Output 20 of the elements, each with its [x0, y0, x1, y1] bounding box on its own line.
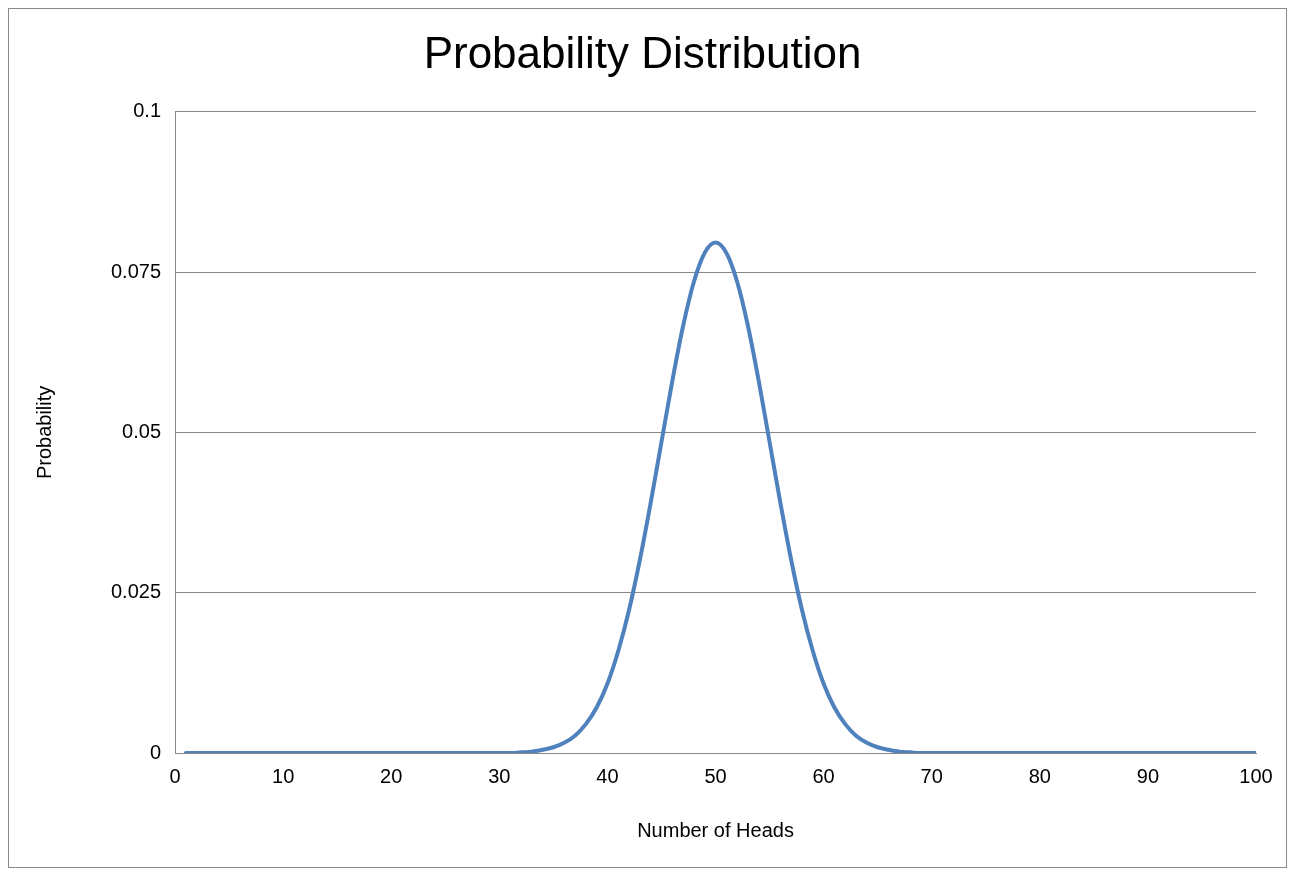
chart-title: Probability Distribution [423, 27, 862, 77]
x-tick-label: 20 [380, 764, 403, 787]
y-axis-title: Probability [32, 385, 55, 480]
x-tick-label: 80 [1028, 764, 1051, 787]
line-series [183, 240, 1256, 753]
x-tick-label: 50 [704, 764, 727, 787]
y-tick-label: 0.075 [110, 259, 162, 282]
y-tick-label: 0.025 [110, 580, 162, 603]
x-tick-label: 60 [812, 764, 835, 787]
x-axis-title: Number of Heads [637, 818, 794, 841]
x-tick-label: 10 [272, 764, 295, 787]
y-tick-label: 0 [149, 740, 162, 763]
y-tick-label: 0.05 [122, 419, 162, 442]
x-tick-label: 100 [1239, 764, 1273, 787]
x-tick-label: 40 [596, 764, 619, 787]
x-tick-label: 70 [920, 764, 943, 787]
x-tick-label: 0 [169, 764, 181, 787]
y-tick-label: 0.1 [133, 99, 162, 122]
x-tick-label: 30 [488, 764, 511, 787]
x-tick-label: 90 [1136, 764, 1160, 787]
